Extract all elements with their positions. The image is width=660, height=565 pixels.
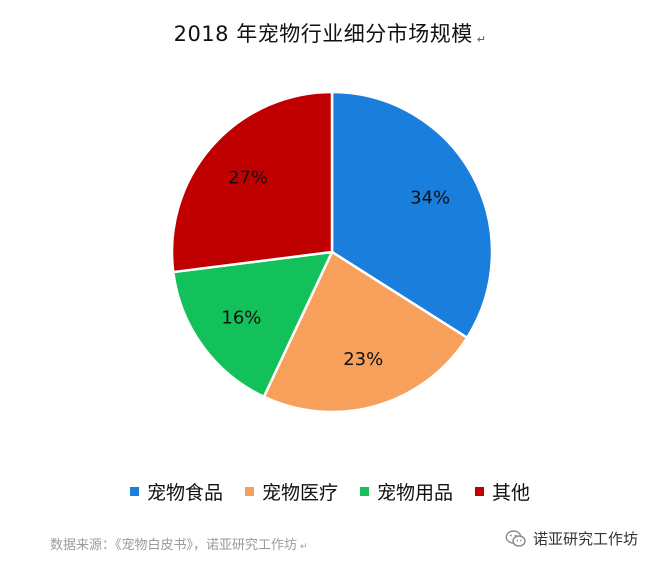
pie-chart: 34% 23% 16% 27% bbox=[170, 90, 494, 414]
legend-label: 其他 bbox=[492, 482, 531, 504]
wechat-icon bbox=[505, 529, 526, 547]
return-mark: ↵ bbox=[476, 33, 487, 46]
pie-labels: 34% 23% 16% 27% bbox=[221, 167, 450, 370]
legend-swatch bbox=[475, 487, 485, 496]
pie-slices bbox=[170, 90, 494, 414]
legend-label: 宠物食品 bbox=[146, 482, 223, 504]
source-note: 数据来源：《宠物白皮书》，诺亚研究工作坊 ↵ bbox=[50, 534, 308, 553]
slice-label-2: 16% bbox=[221, 307, 261, 328]
legend-label: 宠物用品 bbox=[377, 482, 454, 504]
legend-item-2: 宠物用品 bbox=[360, 478, 453, 505]
legend-item-0: 宠物食品 bbox=[129, 478, 223, 505]
pie-slice-1 bbox=[262, 250, 469, 414]
pie-slice-2 bbox=[172, 250, 334, 399]
legend-swatch bbox=[244, 487, 254, 496]
legend-swatch bbox=[360, 487, 369, 496]
legend-item-3: 其他 bbox=[475, 478, 530, 505]
legend-swatch bbox=[129, 487, 139, 496]
legend: 宠物食品 宠物医疗 宠物用品 其他 bbox=[0, 478, 660, 505]
slice-label-0: 34% bbox=[410, 188, 450, 209]
slice-label-3: 27% bbox=[228, 167, 268, 188]
legend-item-1: 宠物医疗 bbox=[244, 478, 338, 505]
watermark: 诺亚研究工作坊 bbox=[505, 528, 638, 549]
watermark-text: 诺亚研究工作坊 bbox=[532, 530, 638, 548]
source-text: 数据来源：《宠物白皮书》，诺亚研究工作坊 bbox=[50, 538, 298, 553]
chart-title: 2018 年宠物行业细分市场规模 ↵ bbox=[0, 18, 660, 48]
source-return-mark: ↵ bbox=[300, 542, 308, 552]
slice-label-1: 23% bbox=[343, 349, 383, 370]
pie-slice-3 bbox=[170, 90, 334, 274]
chart-title-text: 2018 年宠物行业细分市场规模 bbox=[173, 22, 473, 46]
legend-label: 宠物医疗 bbox=[261, 482, 338, 504]
